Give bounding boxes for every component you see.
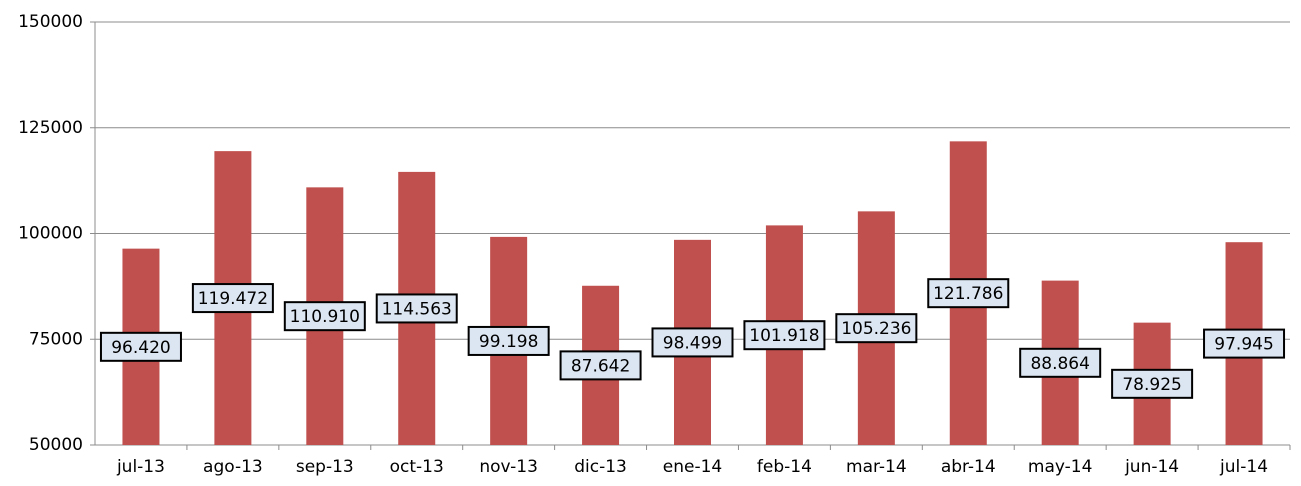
x-tick-label: may-14 bbox=[1028, 457, 1093, 477]
x-tick-label: mar-14 bbox=[846, 457, 907, 477]
value-label-box bbox=[743, 320, 826, 351]
x-tick-label: jul-14 bbox=[1219, 457, 1268, 477]
x-tick-label: nov-13 bbox=[479, 457, 538, 477]
x-tick-label: jun-14 bbox=[1124, 457, 1179, 477]
value-label-box bbox=[191, 283, 274, 314]
value-label-box bbox=[283, 301, 366, 332]
value-label: 114.563 bbox=[382, 299, 452, 319]
y-tick-label: 100000 bbox=[18, 224, 83, 244]
y-tick-label: 150000 bbox=[18, 12, 83, 32]
x-tick-label: sep-13 bbox=[296, 457, 354, 477]
value-label-box bbox=[927, 278, 1010, 309]
y-tick-label: 75000 bbox=[29, 329, 83, 349]
x-tick-label: ene-14 bbox=[663, 457, 722, 477]
x-tick-label: jul-13 bbox=[116, 457, 165, 477]
x-tick-label: feb-14 bbox=[757, 457, 812, 477]
value-label-box bbox=[375, 293, 458, 324]
value-label: 105.236 bbox=[841, 319, 911, 339]
value-label: 119.472 bbox=[198, 289, 268, 309]
value-label: 88.864 bbox=[1030, 354, 1089, 374]
value-label: 101.918 bbox=[749, 326, 819, 346]
value-label-box bbox=[467, 325, 550, 356]
x-tick-label: abr-14 bbox=[941, 457, 996, 477]
value-label-box bbox=[99, 331, 182, 362]
value-label: 87.642 bbox=[571, 356, 630, 376]
value-label: 78.925 bbox=[1122, 375, 1181, 395]
value-label-box bbox=[1111, 368, 1194, 399]
x-tick-label: dic-13 bbox=[574, 457, 627, 477]
value-label-box bbox=[1203, 328, 1286, 359]
value-label: 121.786 bbox=[933, 284, 1003, 304]
value-label-box bbox=[835, 313, 918, 344]
y-tick-label: 125000 bbox=[18, 118, 83, 138]
value-label: 96.420 bbox=[111, 338, 170, 358]
value-label-box bbox=[651, 327, 734, 358]
x-tick-label: ago-13 bbox=[203, 457, 263, 477]
value-label: 98.499 bbox=[663, 333, 722, 353]
value-label: 97.945 bbox=[1214, 335, 1273, 355]
value-label: 99.198 bbox=[479, 332, 538, 352]
value-label-box bbox=[559, 350, 642, 381]
y-tick-label: 50000 bbox=[29, 435, 83, 455]
value-label-box bbox=[1019, 347, 1102, 378]
x-tick-label: oct-13 bbox=[390, 457, 444, 477]
value-label: 110.910 bbox=[290, 307, 360, 327]
